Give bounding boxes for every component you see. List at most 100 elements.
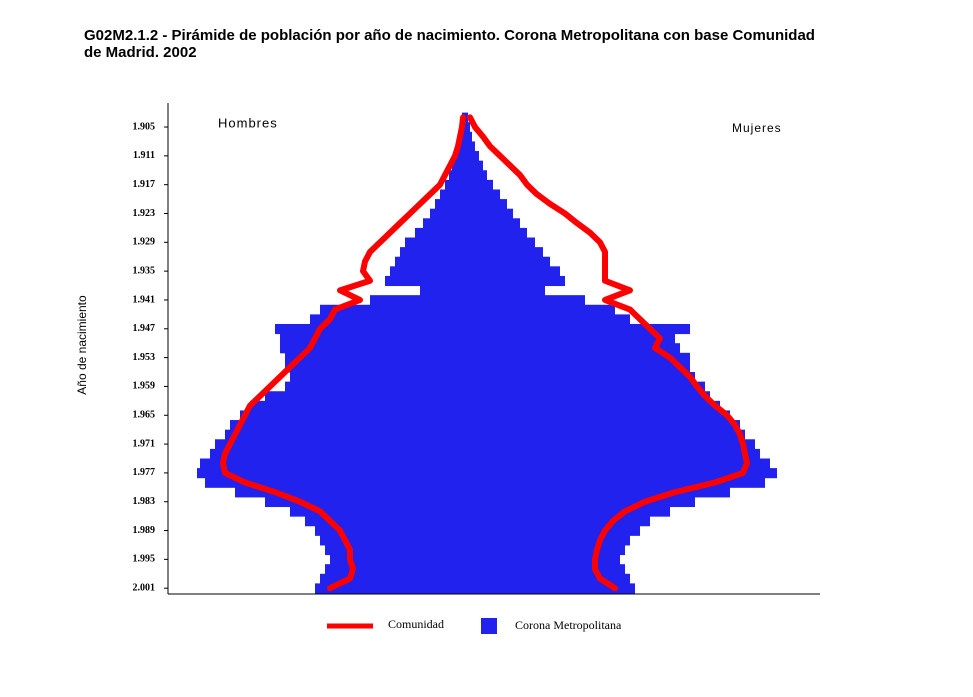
bar-women <box>465 112 468 123</box>
bar-men <box>405 237 465 248</box>
bar-men <box>330 554 465 565</box>
bar-women <box>465 227 527 239</box>
legend-label: Corona Metropolitana <box>515 618 622 632</box>
y-tick-label: 1.959 <box>133 381 156 392</box>
bar-men <box>265 496 465 508</box>
y-tick-label: 1.917 <box>133 179 156 190</box>
chart-title: G02M2.1.2 - Pirámide de población por añ… <box>84 27 815 44</box>
bar-women <box>465 170 487 181</box>
bar-women <box>465 544 625 556</box>
bar-men <box>420 285 465 296</box>
bar-men <box>290 372 465 383</box>
bar-women <box>465 381 705 392</box>
bar-women <box>465 372 695 383</box>
y-tick-label: 1.923 <box>133 208 156 219</box>
bar-women <box>465 256 550 267</box>
bar-women <box>465 573 630 584</box>
bar-men <box>320 573 465 584</box>
bar-men <box>315 525 465 536</box>
bar-women <box>465 323 690 335</box>
line-women <box>467 114 750 592</box>
y-tick-label: 1.989 <box>133 525 156 536</box>
bar-women <box>465 266 560 277</box>
bar-women <box>465 400 720 411</box>
y-axis-label: Año de nacimiento <box>75 295 89 395</box>
legend: Comunidad Corona Metropolitana <box>327 617 622 634</box>
bar-men <box>370 295 465 306</box>
bar-women <box>465 564 625 575</box>
bar-men <box>215 439 465 450</box>
bar-women <box>465 131 472 142</box>
bar-women <box>465 496 695 508</box>
bar-women <box>465 352 690 363</box>
y-tick-label: 1.935 <box>133 265 156 276</box>
bar-women <box>465 275 565 287</box>
bar-men <box>455 151 465 162</box>
bar-women <box>465 189 500 200</box>
bar-men <box>200 458 465 469</box>
bar-women <box>465 487 730 498</box>
bar-women <box>465 516 650 527</box>
plot-area <box>197 112 777 594</box>
bar-women <box>465 439 755 450</box>
bar-men <box>310 314 465 325</box>
bar-men <box>385 275 465 287</box>
y-tick-label: 1.995 <box>133 554 156 565</box>
bar-women <box>465 410 730 421</box>
bar-women <box>465 333 675 344</box>
bar-men <box>452 160 465 171</box>
bar-women <box>465 343 680 354</box>
bar-men <box>390 266 465 277</box>
bar-women <box>465 208 513 219</box>
bar-women <box>465 525 640 536</box>
bar-men <box>275 323 465 335</box>
y-tick-label: 1.905 <box>133 121 156 132</box>
y-tick-label: 1.983 <box>133 496 156 507</box>
bar-men <box>290 506 465 517</box>
bar-women <box>465 362 690 373</box>
y-tick-label: 1.965 <box>133 410 156 421</box>
bar-women <box>465 122 470 133</box>
bar-women <box>465 468 777 479</box>
bar-men <box>445 179 465 190</box>
bar-men <box>205 477 465 488</box>
bar-women <box>465 506 670 517</box>
bar-men <box>240 410 465 421</box>
left-label: Hombres <box>218 115 278 130</box>
bar-women <box>465 554 620 565</box>
chart-title-line2: de Madrid. 2002 <box>84 44 197 61</box>
bar-men <box>285 362 465 373</box>
bar-men <box>400 247 465 258</box>
y-tick-label: 1.911 <box>133 150 155 161</box>
bar-men <box>315 583 465 594</box>
bar-men <box>325 564 465 575</box>
bar-men <box>440 189 465 200</box>
bar-men <box>280 343 465 354</box>
bar-men <box>235 487 465 498</box>
bar-women <box>465 218 520 229</box>
y-tick-label: 1.929 <box>133 237 156 248</box>
bar-women <box>465 179 493 190</box>
bar-women <box>465 420 740 431</box>
y-tick-label: 1.953 <box>133 352 156 363</box>
y-tick-label: 1.977 <box>133 467 156 478</box>
bar-men <box>430 208 465 219</box>
bar-men <box>423 218 465 229</box>
bar-men <box>210 448 465 459</box>
bar-women <box>465 285 545 296</box>
bar-women <box>465 583 635 594</box>
bar-men <box>395 256 465 267</box>
bar-women <box>465 391 710 402</box>
bar-women <box>465 429 745 440</box>
bar-men <box>265 391 465 402</box>
bar-women <box>465 151 479 162</box>
bar-men <box>449 170 465 181</box>
y-tick-label: 2.001 <box>133 582 156 593</box>
bar-women <box>465 141 475 152</box>
bar-men <box>325 544 465 556</box>
bar-men <box>320 304 465 315</box>
bar-men <box>285 352 465 363</box>
bar-men <box>280 333 465 344</box>
bar-women <box>465 160 483 171</box>
